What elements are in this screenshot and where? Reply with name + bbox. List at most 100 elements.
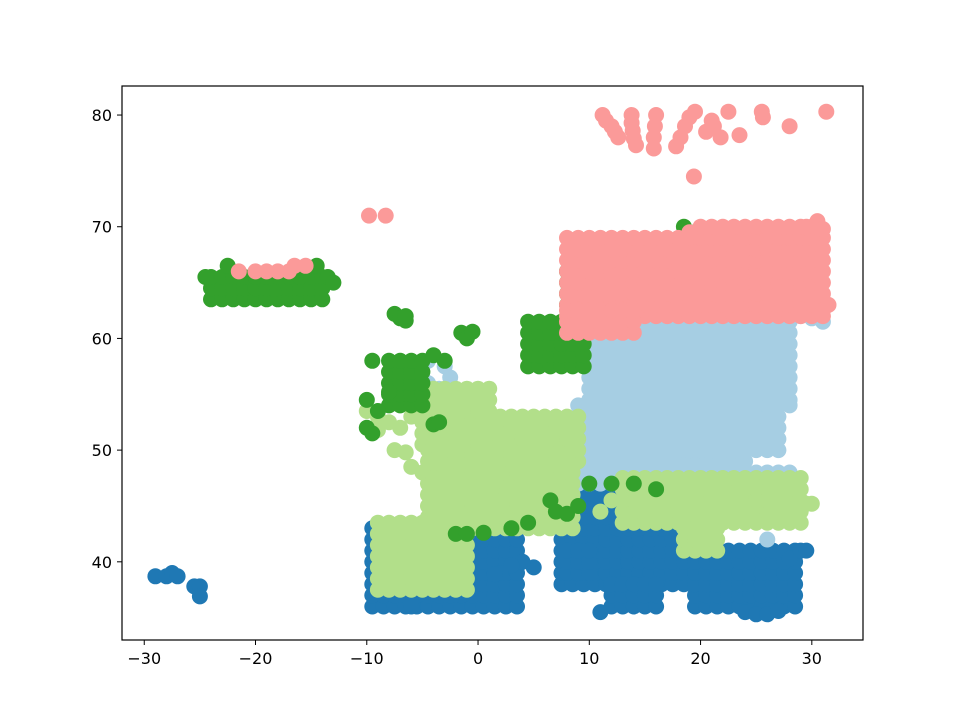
scatter-point xyxy=(614,587,631,604)
scatter-point xyxy=(814,263,831,280)
scatter-point xyxy=(659,492,676,509)
scatter-point xyxy=(381,384,397,400)
scatter-point xyxy=(369,581,386,598)
scatter-point xyxy=(414,548,431,565)
scatter-point xyxy=(497,542,514,559)
scatter-point xyxy=(447,548,464,565)
scatter-point xyxy=(381,525,397,542)
scatter-point xyxy=(659,229,676,246)
scatter-point xyxy=(475,587,492,604)
scatter-point xyxy=(670,324,687,341)
scatter-point xyxy=(814,221,831,237)
scatter-point xyxy=(542,336,559,352)
scatter-point xyxy=(792,481,809,498)
scatter-point xyxy=(698,553,715,570)
scatter-point xyxy=(592,408,609,425)
scatter-point xyxy=(781,252,798,269)
scatter-point xyxy=(659,241,676,258)
scatter-point xyxy=(748,347,765,364)
scatter-point xyxy=(737,336,754,352)
scatter-point xyxy=(759,375,776,392)
scatter-point xyxy=(570,498,587,514)
scatter-point xyxy=(748,514,765,531)
scatter-point xyxy=(725,263,742,280)
scatter-point xyxy=(475,486,492,503)
scatter-point xyxy=(581,408,598,425)
scatter-points xyxy=(147,103,837,623)
scatter-point xyxy=(559,313,575,330)
scatter-point xyxy=(475,498,492,514)
scatter-point xyxy=(725,218,742,235)
scatter-point xyxy=(659,347,676,364)
scatter-point xyxy=(392,570,409,587)
scatter-point xyxy=(436,475,453,492)
scatter-point xyxy=(486,587,503,604)
scatter-point xyxy=(636,274,653,291)
scatter-point xyxy=(737,296,754,313)
scatter-point xyxy=(592,302,609,319)
scatter-point xyxy=(685,168,702,185)
scatter-point xyxy=(737,229,754,246)
scatter-point xyxy=(670,263,687,280)
scatter-point xyxy=(308,257,325,274)
scatter-point xyxy=(687,531,703,548)
scatter-point xyxy=(581,565,598,581)
scatter-point xyxy=(759,431,776,447)
scatter-point xyxy=(759,514,776,531)
scatter-point xyxy=(581,285,598,302)
scatter-point xyxy=(636,285,653,302)
scatter-point xyxy=(642,531,659,548)
scatter-point xyxy=(542,347,559,364)
scatter-point xyxy=(581,229,598,246)
scatter-point xyxy=(542,475,559,492)
scatter-point xyxy=(447,581,464,598)
scatter-point xyxy=(453,598,470,615)
scatter-point xyxy=(709,598,726,615)
scatter-point xyxy=(748,386,765,403)
scatter-point xyxy=(748,285,765,302)
x-tick-label: 20 xyxy=(690,649,710,668)
scatter-point xyxy=(458,570,475,587)
scatter-point xyxy=(475,553,492,570)
scatter-point xyxy=(475,453,492,470)
scatter-point xyxy=(503,408,520,425)
scatter-point xyxy=(748,336,765,352)
scatter-point xyxy=(447,559,464,576)
scatter-point xyxy=(436,391,453,408)
scatter-point xyxy=(792,308,809,325)
scatter-point xyxy=(475,464,492,481)
scatter-point xyxy=(725,431,742,447)
scatter-point xyxy=(531,475,548,492)
scatter-point xyxy=(603,587,620,604)
scatter-point xyxy=(592,263,609,280)
scatter-point xyxy=(581,324,598,341)
y-axis: 40 50 60 70 80 xyxy=(92,106,122,572)
scatter-point xyxy=(770,397,787,414)
scatter-point xyxy=(670,347,687,364)
scatter-point xyxy=(698,587,715,604)
scatter-point xyxy=(754,109,771,126)
scatter-point xyxy=(614,313,631,330)
scatter-point xyxy=(725,503,742,520)
scatter-point xyxy=(748,241,765,258)
scatter-point xyxy=(725,296,742,313)
scatter-point xyxy=(592,604,609,621)
scatter-point xyxy=(570,419,587,436)
scatter-point xyxy=(748,218,765,235)
scatter-point xyxy=(425,537,442,554)
scatter-point xyxy=(659,442,676,459)
scatter-point xyxy=(559,419,575,436)
scatter-point xyxy=(520,498,537,514)
scatter-point xyxy=(714,397,731,414)
scatter-point xyxy=(636,408,653,425)
scatter-point xyxy=(714,252,731,269)
scatter-point xyxy=(481,425,498,442)
scatter-point xyxy=(781,263,798,280)
scatter-point xyxy=(592,285,609,302)
scatter-point xyxy=(703,296,720,313)
scatter-point xyxy=(692,252,709,269)
scatter-point xyxy=(314,291,331,308)
scatter-point xyxy=(536,431,553,447)
scatter-point xyxy=(670,431,687,447)
scatter-point xyxy=(614,408,631,425)
